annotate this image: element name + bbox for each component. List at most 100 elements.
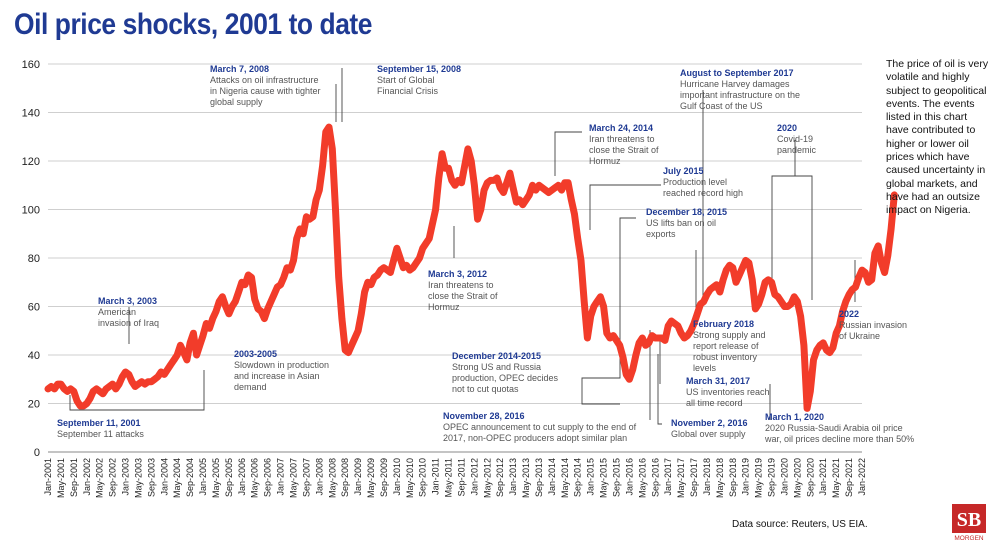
x-tick-label: May-2018 bbox=[715, 458, 725, 498]
x-tick-label: May-2009 bbox=[366, 458, 376, 498]
annotation-text: Hurricane Harvey damages bbox=[680, 79, 790, 89]
x-tick-label: May-2011 bbox=[444, 458, 454, 497]
x-tick-label: May-2020 bbox=[792, 458, 802, 498]
x-tick-label: Jan-2010 bbox=[392, 458, 402, 496]
x-tick-label: Jan-2002 bbox=[82, 458, 92, 496]
annotation-text: global supply bbox=[210, 97, 263, 107]
x-axis: Jan-2001 May-2001 Sep-2001 Jan-2002 May-2002… bbox=[43, 458, 867, 498]
x-tick-label: Jan-2011 bbox=[431, 458, 441, 495]
x-tick-label: May-2002 bbox=[95, 458, 105, 498]
annotation-text: Slowdown in production bbox=[234, 360, 329, 370]
annotation-text: Strong supply and bbox=[693, 330, 766, 340]
annotation-text: pandemic bbox=[777, 145, 817, 155]
annotation-date: March 24, 2014 bbox=[589, 123, 653, 133]
y-tick-label: 140 bbox=[22, 108, 40, 120]
svg-text:MORGEN: MORGEN bbox=[954, 535, 984, 541]
annotation-text: American bbox=[98, 307, 136, 317]
x-tick-label: Sep-2009 bbox=[379, 458, 389, 497]
x-tick-label: May-2005 bbox=[211, 458, 221, 498]
x-tick-label: May-2007 bbox=[288, 458, 298, 498]
annotation-date: November 2, 2016 bbox=[671, 418, 748, 428]
annotation-date: December 18, 2015 bbox=[646, 207, 727, 217]
x-tick-label: Sep-2010 bbox=[418, 458, 428, 497]
x-tick-label: May-2017 bbox=[676, 458, 686, 498]
x-tick-label: Sep-2014 bbox=[573, 458, 583, 497]
annotation-text: close the Strait of bbox=[589, 145, 659, 155]
x-tick-label: May-2019 bbox=[754, 458, 764, 498]
annotation-leader-line bbox=[554, 131, 582, 176]
x-tick-label: May-2010 bbox=[405, 458, 415, 498]
annotation-leader-line bbox=[581, 217, 636, 405]
annotation-text: Strong US and Russia bbox=[452, 362, 541, 372]
x-tick-label: Sep-2017 bbox=[689, 458, 699, 497]
annotation-text: Hormuz bbox=[428, 302, 460, 312]
chart-title: Oil price shocks, 2001 to date bbox=[14, 8, 373, 41]
x-tick-label: Jan-2016 bbox=[624, 458, 634, 496]
annotation-text: Gulf Coast of the US bbox=[680, 101, 763, 111]
annotation-date: 2022 bbox=[839, 309, 859, 319]
x-tick-label: May-2021 bbox=[831, 458, 841, 498]
annotation-text: exports bbox=[646, 229, 676, 239]
x-tick-label: Jan-2021 bbox=[818, 458, 828, 496]
y-tick-label: 60 bbox=[28, 302, 40, 314]
x-tick-label: Sep-2005 bbox=[224, 458, 234, 497]
annotation-text: Attacks on oil infrastructure bbox=[210, 75, 319, 85]
annotation-text: not to cut quotas bbox=[452, 384, 519, 394]
oil-price-series-line bbox=[44, 123, 898, 412]
x-tick-label: Jan-2006 bbox=[237, 458, 247, 496]
x-tick-label: Jan-2013 bbox=[508, 458, 518, 496]
x-tick-label: Sep-2003 bbox=[146, 458, 156, 497]
annotation-date: March 1, 2020 bbox=[765, 412, 824, 422]
x-tick-label: Sep-2015 bbox=[612, 458, 622, 497]
y-tick-label: 100 bbox=[22, 205, 40, 217]
side-note: The price of oil is very volatile and hi… bbox=[886, 58, 989, 217]
x-tick-label: Jan-2009 bbox=[353, 458, 363, 496]
x-tick-label: Jan-2020 bbox=[779, 458, 789, 496]
y-tick-label: 80 bbox=[28, 253, 40, 265]
x-tick-label: Sep-2019 bbox=[767, 458, 777, 497]
annotation-text: robust inventory bbox=[693, 352, 758, 362]
x-tick-label: Sep-2016 bbox=[650, 458, 660, 497]
annotation-date: March 31, 2017 bbox=[686, 376, 750, 386]
annotation-date: February 2018 bbox=[693, 319, 754, 329]
annotation-text: Iran threatens to bbox=[428, 280, 494, 290]
x-tick-label: Sep-2006 bbox=[263, 458, 273, 497]
annotation-text: US inventories reach bbox=[686, 387, 770, 397]
x-tick-label: Sep-2001 bbox=[69, 458, 79, 497]
y-tick-label: 0 bbox=[34, 447, 40, 459]
annotation-text: war, oil prices decline more than 50% bbox=[764, 434, 914, 444]
x-tick-label: Sep-2004 bbox=[185, 458, 195, 497]
annotation-text: all time record bbox=[686, 398, 743, 408]
x-tick-label: Jan-2022 bbox=[857, 458, 867, 496]
annotation-date: November 28, 2016 bbox=[443, 411, 525, 421]
x-tick-label: Jan-2014 bbox=[547, 458, 557, 496]
annotation-text: Russian invasion bbox=[839, 320, 907, 330]
x-tick-label: Jan-2007 bbox=[276, 458, 286, 496]
x-tick-label: May-2004 bbox=[172, 458, 182, 498]
annotation-text: Financial Crisis bbox=[377, 86, 439, 96]
svg-text:SB: SB bbox=[957, 509, 981, 531]
x-tick-label: Sep-2011 bbox=[456, 458, 466, 496]
data-source: Data source: Reuters, US EIA. bbox=[732, 519, 868, 530]
annotation-text: US lifts ban on oil bbox=[646, 218, 716, 228]
annotation-leader-line bbox=[771, 140, 796, 286]
annotation-text: Global over supply bbox=[671, 429, 746, 439]
y-tick-label: 20 bbox=[28, 399, 40, 411]
annotation-leader-line bbox=[589, 184, 661, 230]
